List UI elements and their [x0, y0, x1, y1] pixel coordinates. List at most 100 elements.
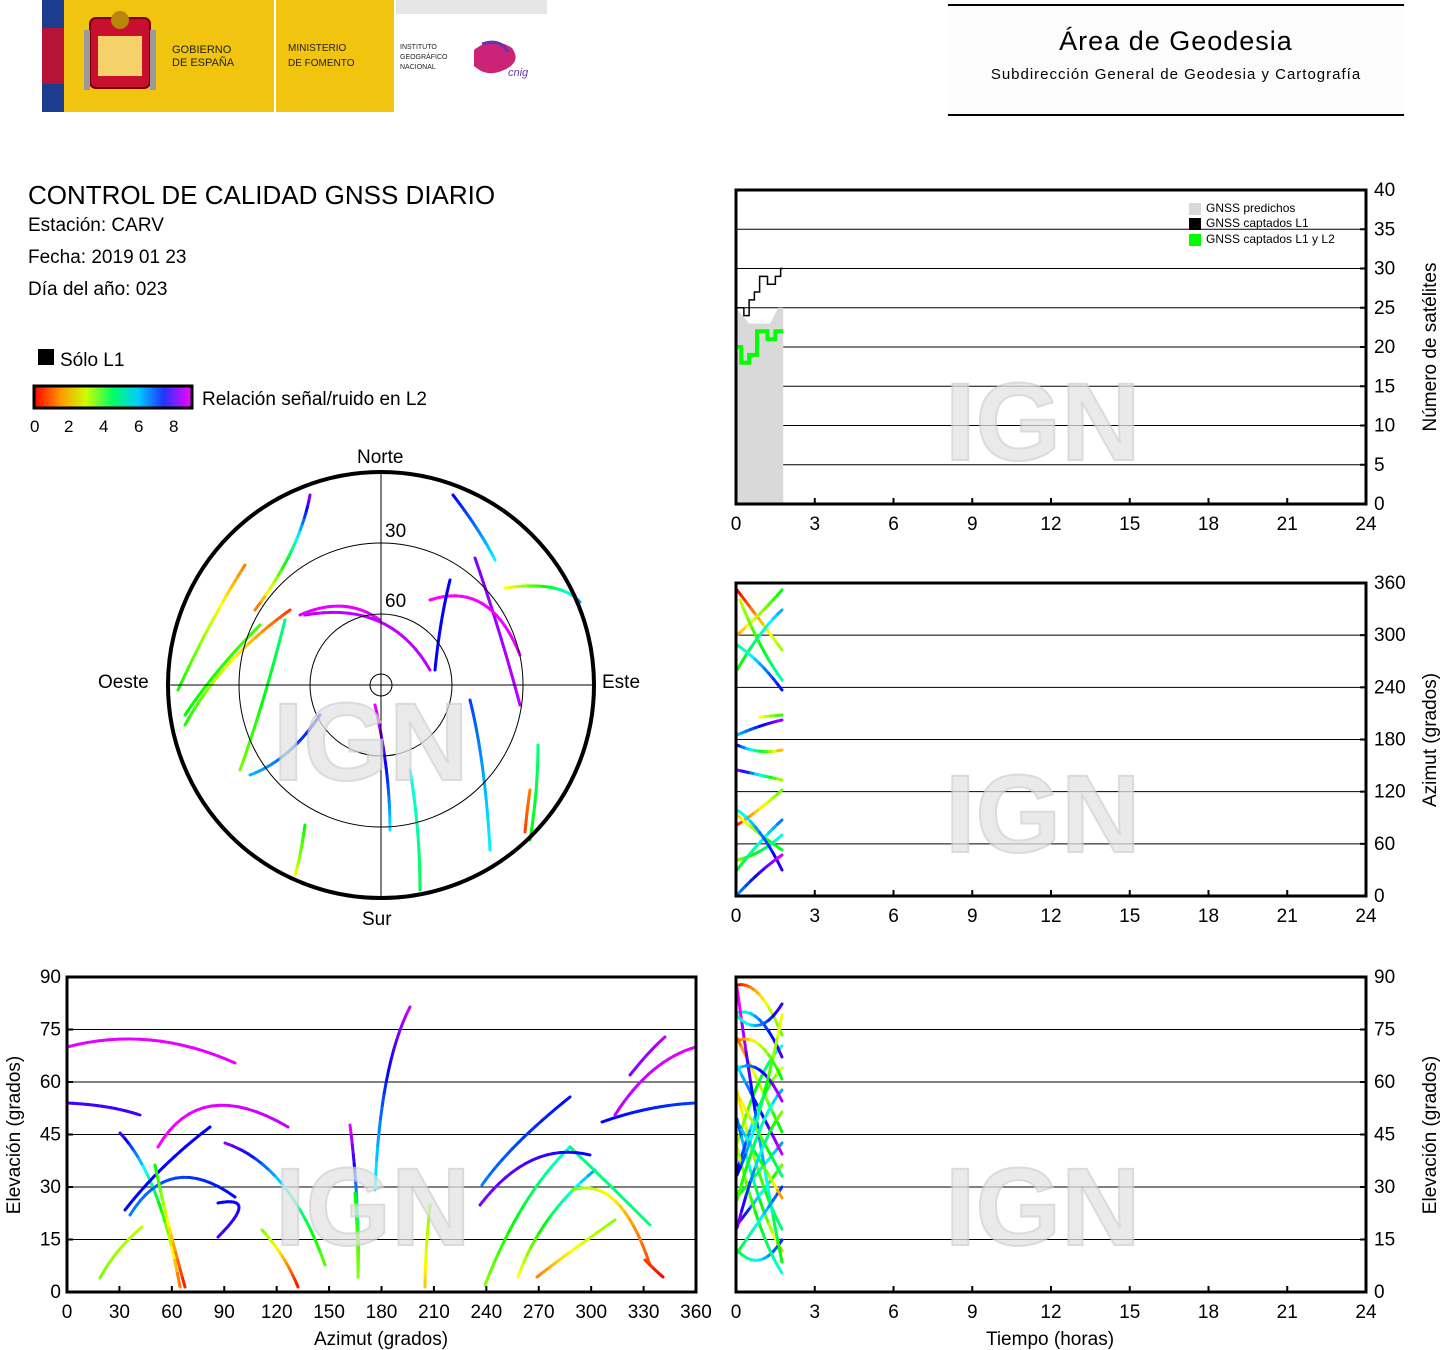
- azimuth-track: [776, 642, 784, 652]
- inst-line2: GEOGRÁFICO: [400, 52, 448, 61]
- min-line1: MINISTERIO: [288, 43, 347, 54]
- station-label: Estación: CARV: [28, 215, 164, 236]
- elevation-track: [376, 1130, 381, 1147]
- y-tick-label: 40: [1374, 180, 1395, 201]
- y-axis-label: Azimut (grados): [1420, 673, 1441, 807]
- azimuth-track: [776, 588, 784, 597]
- x-tick-label: 15: [1119, 1302, 1140, 1323]
- elevation-track: [314, 1239, 323, 1255]
- elevation-track: [134, 1112, 142, 1117]
- elevation-time-track: [771, 1060, 780, 1072]
- elevation-track: [86, 1039, 100, 1044]
- satellites-chart: IGN 0 5 10 15 20 25 30 35 40 0 3 6 9 12 15 18 21 24 GNSS …: [731, 180, 1441, 535]
- satellite-track: [183, 708, 190, 717]
- x-tick-label: 300: [575, 1302, 607, 1323]
- elevation-track: [511, 1212, 520, 1225]
- x-tick-label: 15: [1119, 514, 1140, 535]
- satellite-track: [312, 611, 325, 616]
- inst-line3: NACIONAL: [400, 64, 436, 71]
- elevation-track: [491, 1181, 501, 1192]
- satellite-track: [183, 716, 191, 727]
- min-line2: DE FOMENTO: [288, 58, 355, 69]
- satellite-track: [485, 809, 490, 823]
- elevation-track: [293, 1199, 302, 1212]
- south-label: Sur: [362, 909, 392, 930]
- azimuth-track: [746, 617, 754, 630]
- y-tick-label: 60: [1374, 834, 1395, 855]
- y-tick-label: 240: [1374, 677, 1406, 698]
- elevation-time-track: [767, 1246, 775, 1259]
- elevation-time-track: [767, 1055, 775, 1078]
- x-tick-label: 270: [523, 1302, 555, 1323]
- snr-legend: Sólo L1 Relación señal/ruido en L2 0 2 4…: [30, 349, 427, 436]
- elevation-time-track: [767, 1149, 775, 1162]
- satellite-track: [487, 838, 492, 852]
- x-tick-label: 120: [261, 1302, 293, 1323]
- x-tick-label: 9: [967, 1302, 978, 1323]
- snr-tick: 4: [99, 417, 108, 436]
- y-tick-label: 5: [1374, 455, 1385, 476]
- elevation-track: [544, 1164, 554, 1176]
- satellite-track: [252, 631, 263, 641]
- elevation-track: [661, 1035, 667, 1041]
- elevation-track: [170, 1041, 184, 1047]
- legend-swatch-predicted: [1189, 203, 1201, 215]
- government-logo: GOBIERNO DE ESPAÑA MINISTERIO DE FOMENTO…: [42, 0, 547, 112]
- satellite-track: [280, 608, 292, 618]
- elevation-track: [281, 1183, 291, 1194]
- y-tick-label: 300: [1374, 625, 1406, 646]
- elevation-time-track: [740, 1073, 748, 1086]
- elevation-track: [212, 1052, 226, 1060]
- satellite-track: [487, 828, 491, 842]
- elevation-time-track: [767, 1124, 775, 1136]
- elevation-track: [265, 1114, 279, 1123]
- x-tick-label: 24: [1355, 1302, 1377, 1323]
- elevation-azimuth-chart: IGN 0 15 30 45 60 75 90 0 30 60 90 120 150 180 210 240 2…: [4, 967, 712, 1350]
- elevation-time-track: [776, 1166, 784, 1178]
- elevation-time-track: [740, 1019, 748, 1054]
- area-header: Área de Geodesia Subdirección General de…: [948, 4, 1404, 116]
- x-tick-label: 9: [967, 514, 978, 535]
- elevation-time-track: [758, 1173, 766, 1190]
- azimuth-track: [776, 833, 784, 841]
- x-tick-label: 21: [1277, 906, 1298, 927]
- elevation-time-track: [744, 1138, 753, 1155]
- y-tick-label: 10: [1374, 416, 1395, 437]
- watermark: IGN: [945, 753, 1141, 876]
- chart-legend: GNSS predichos GNSS captados L1 GNSS cap…: [1189, 201, 1335, 246]
- x-tick-label: 0: [731, 1302, 742, 1323]
- x-tick-label: 24: [1355, 906, 1377, 927]
- elevation-time-track: [753, 1108, 762, 1127]
- elevation-time-track: [771, 1034, 780, 1059]
- elevation-track: [201, 1049, 216, 1056]
- x-axis-label: Tiempo (horas): [986, 1329, 1114, 1350]
- azimuth-track: [776, 718, 784, 723]
- elevation-track: [561, 1095, 572, 1105]
- elevation-track: [137, 1225, 144, 1232]
- report-info: CONTROL DE CALIDAD GNSS DIARIO Estación:…: [28, 180, 495, 306]
- elevation-track: [632, 1225, 640, 1237]
- elevation-track: [352, 1163, 357, 1176]
- elevation-track: [309, 1228, 318, 1243]
- x-tick-label: 60: [161, 1302, 182, 1323]
- series-l1l2: [736, 329, 784, 365]
- elevation-track: [382, 1080, 388, 1095]
- y-tick-label: 60: [40, 1072, 61, 1093]
- elevation-track: [547, 1107, 557, 1117]
- snr-tick: 2: [64, 417, 73, 436]
- elevation-time-track: [758, 1198, 766, 1215]
- elevation-time-track: [762, 1108, 771, 1122]
- skyplot: Norte Sur Este Oeste 30 60 IGN: [98, 447, 640, 930]
- x-tick-label: 210: [418, 1302, 450, 1323]
- elevation-track: [353, 1172, 358, 1186]
- elevation-time-track: [771, 1255, 780, 1268]
- elevation-track: [375, 1143, 380, 1162]
- north-label: Norte: [357, 447, 403, 468]
- satellite-track: [273, 614, 284, 623]
- elevation-track: [492, 1251, 501, 1265]
- elevation-track: [245, 1107, 259, 1114]
- elevation-track: [65, 1042, 79, 1049]
- legend-label: GNSS captados L1 y L2: [1206, 232, 1335, 246]
- x-tick-label: 12: [1040, 1302, 1061, 1323]
- satellite-track: [374, 615, 382, 622]
